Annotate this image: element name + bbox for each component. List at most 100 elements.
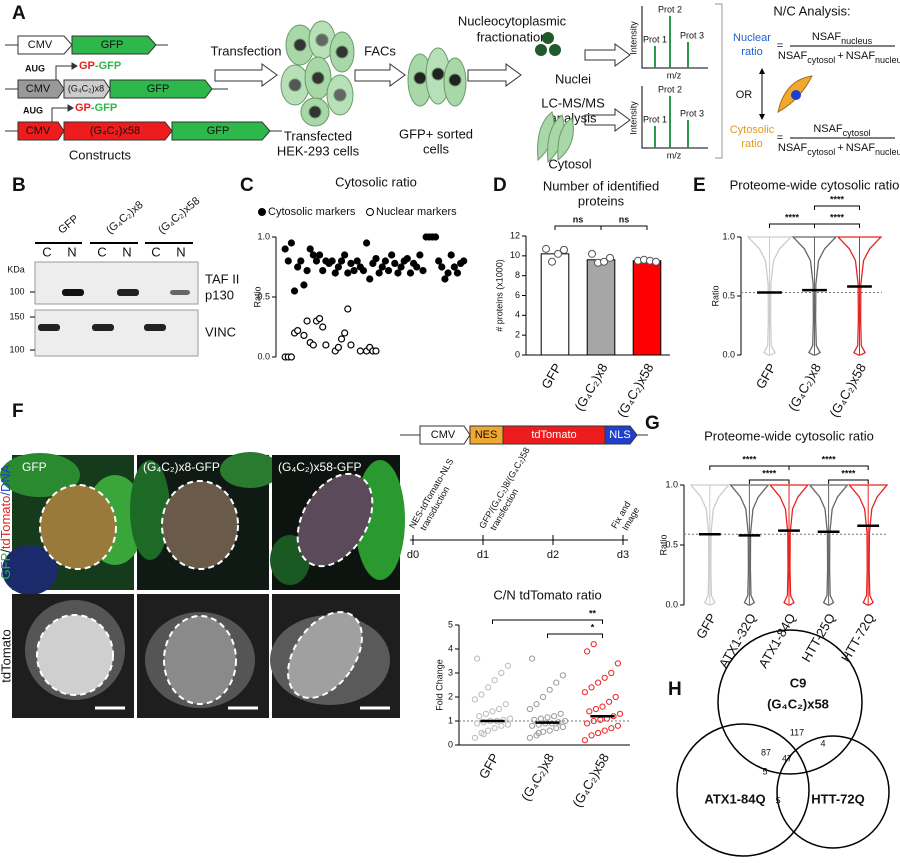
replicate bbox=[560, 245, 568, 254]
reporter: GFP bbox=[101, 39, 124, 51]
point bbox=[384, 267, 393, 275]
sorted-cells bbox=[407, 47, 467, 107]
shape bbox=[641, 6, 708, 69]
cell-icon bbox=[759, 68, 813, 120]
replicate bbox=[600, 257, 608, 266]
mw-marker: 150 bbox=[9, 311, 24, 321]
point bbox=[350, 267, 358, 275]
point bbox=[331, 269, 339, 277]
legend-marker bbox=[258, 208, 266, 216]
fraction-label: Nuclei bbox=[555, 71, 591, 86]
channel-label: GFP/tdTomato/DNA bbox=[0, 464, 13, 579]
or: OR bbox=[736, 89, 753, 101]
cells-label: cells bbox=[423, 141, 450, 156]
cells-label: HEK-293 cells bbox=[277, 143, 360, 158]
point bbox=[359, 267, 368, 275]
point bbox=[303, 317, 311, 325]
denominator: NSAFcytosol+NSAFnucleus bbox=[778, 50, 900, 65]
method-label: LC-MS/MS bbox=[541, 95, 605, 110]
point bbox=[419, 267, 427, 275]
y-tick-label: 1.0 bbox=[257, 231, 270, 241]
bar bbox=[586, 259, 616, 356]
point bbox=[306, 245, 314, 253]
day: d1 bbox=[477, 549, 489, 561]
shape bbox=[604, 425, 638, 445]
ratio-name: ratio bbox=[741, 138, 762, 150]
point bbox=[595, 729, 602, 737]
point bbox=[584, 648, 591, 655]
point bbox=[388, 251, 396, 259]
point bbox=[294, 327, 302, 335]
shape bbox=[214, 63, 278, 87]
point bbox=[535, 729, 542, 737]
point bbox=[489, 708, 496, 715]
shape bbox=[557, 117, 574, 161]
shape bbox=[315, 33, 329, 47]
point bbox=[406, 269, 415, 277]
point bbox=[540, 728, 547, 735]
point bbox=[485, 727, 492, 734]
shape bbox=[413, 71, 427, 85]
point bbox=[309, 341, 317, 349]
element: NES bbox=[475, 429, 498, 441]
formula-part: NSAF bbox=[846, 142, 876, 154]
point bbox=[375, 269, 383, 277]
start-codon: AUG bbox=[23, 105, 43, 115]
y-tick-label: 0.5 bbox=[722, 290, 735, 300]
shape bbox=[776, 735, 890, 849]
point bbox=[491, 725, 498, 732]
transfected-cells bbox=[280, 20, 355, 127]
point bbox=[614, 660, 622, 667]
shape bbox=[17, 79, 65, 99]
y-tick-label: 0.0 bbox=[257, 351, 270, 361]
count: 47 bbox=[782, 753, 792, 763]
point bbox=[394, 269, 402, 277]
point bbox=[608, 669, 615, 677]
set-label: HTT-72Q bbox=[811, 791, 864, 806]
protein-label: p130 bbox=[205, 287, 234, 302]
formula-part: cytosol bbox=[807, 55, 835, 65]
y-tick-label: 4 bbox=[448, 643, 453, 653]
y-tick-label: 1.0 bbox=[665, 479, 678, 489]
formula-part: nucleus bbox=[875, 147, 900, 157]
point bbox=[341, 329, 349, 337]
bar bbox=[632, 260, 662, 356]
significance: **** bbox=[762, 468, 777, 478]
bracket bbox=[788, 465, 869, 470]
peak-label: Prot 1 bbox=[643, 34, 667, 44]
workflow-arrows bbox=[214, 43, 631, 132]
point bbox=[471, 696, 478, 703]
point bbox=[347, 259, 355, 267]
channel: /DNA bbox=[0, 464, 13, 495]
set-label: C9 bbox=[790, 675, 807, 690]
cytosol-icon bbox=[537, 111, 574, 164]
product: GP-GFP bbox=[75, 102, 117, 114]
channel: GFP bbox=[0, 553, 13, 580]
formula-part: cytosol bbox=[843, 128, 871, 138]
product: GP-GFP bbox=[79, 60, 121, 72]
peak-label: Prot 2 bbox=[658, 84, 682, 94]
chart-title: Cytosolic ratio bbox=[335, 174, 417, 189]
replicate bbox=[542, 244, 550, 253]
element: tdTomato bbox=[531, 429, 576, 441]
point bbox=[581, 689, 589, 696]
shape bbox=[759, 68, 765, 74]
point bbox=[363, 239, 371, 247]
bracket bbox=[547, 633, 603, 638]
shape bbox=[161, 480, 239, 570]
formula-part: nucleus bbox=[875, 55, 900, 65]
replicate bbox=[652, 257, 660, 266]
point bbox=[551, 713, 558, 720]
shape bbox=[71, 62, 78, 70]
shape bbox=[130, 460, 170, 560]
point bbox=[529, 722, 536, 729]
point bbox=[482, 710, 489, 717]
day: d0 bbox=[407, 549, 419, 561]
product-part: -GFP bbox=[95, 60, 121, 72]
formula-part: + bbox=[837, 50, 843, 62]
point bbox=[546, 686, 553, 693]
shape bbox=[333, 88, 347, 102]
legend-marker bbox=[366, 208, 374, 216]
point bbox=[471, 734, 478, 741]
y-tick-label: 10 bbox=[510, 250, 520, 260]
